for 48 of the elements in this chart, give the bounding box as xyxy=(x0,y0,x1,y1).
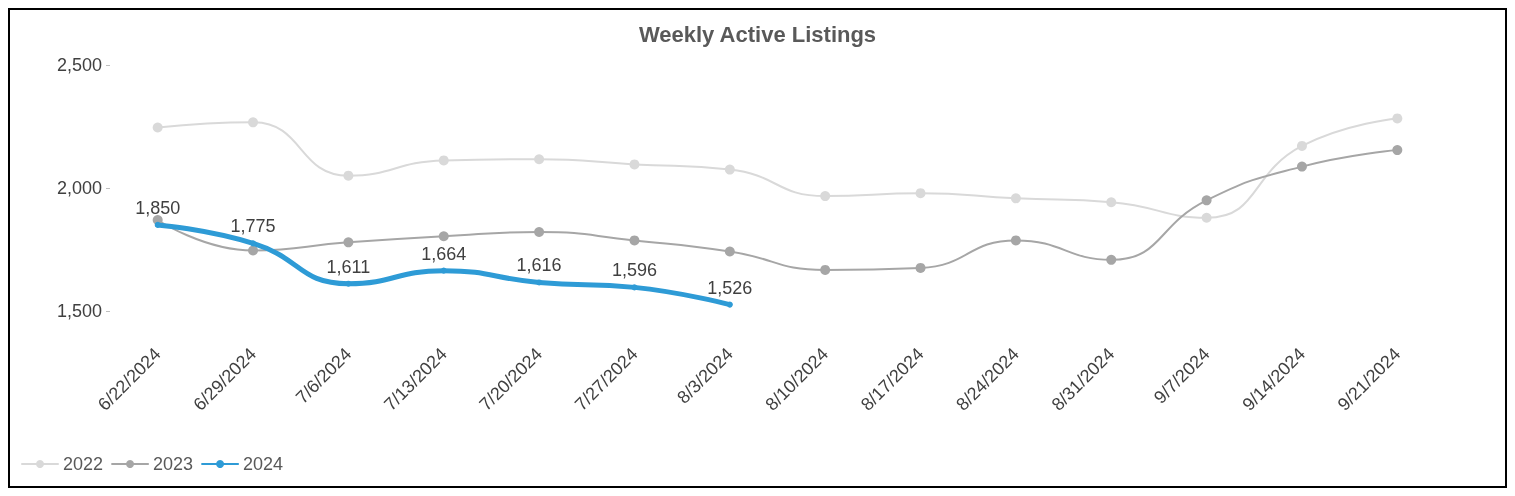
point xyxy=(915,188,926,199)
point xyxy=(343,170,354,181)
point xyxy=(915,262,926,273)
data-label: 1,775 xyxy=(230,216,276,237)
point xyxy=(248,245,259,256)
data-label: 1,616 xyxy=(516,255,562,276)
point xyxy=(534,227,545,238)
point xyxy=(440,267,447,274)
point xyxy=(820,191,831,202)
point xyxy=(724,246,735,257)
point xyxy=(1392,145,1403,156)
data-label: 1,596 xyxy=(611,260,657,281)
legend-label: 2023 xyxy=(153,454,194,474)
point xyxy=(629,235,640,246)
point xyxy=(1392,113,1403,124)
point xyxy=(1010,193,1021,204)
point xyxy=(343,237,354,248)
data-label: 1,664 xyxy=(421,243,467,264)
y-tick-label: 2,000 xyxy=(56,178,102,198)
point xyxy=(1296,161,1307,172)
point xyxy=(438,155,449,166)
data-label: 1,850 xyxy=(135,197,181,218)
point xyxy=(345,280,352,287)
point xyxy=(631,284,638,291)
point xyxy=(536,279,543,286)
point xyxy=(1010,235,1021,246)
y-tick-label: 2,500 xyxy=(56,55,102,75)
point xyxy=(534,154,545,165)
point xyxy=(820,264,831,275)
chart-title: Weekly Active Listings xyxy=(638,21,877,47)
data-label: 1,526 xyxy=(707,277,753,298)
point xyxy=(1106,254,1117,265)
point xyxy=(1296,140,1307,151)
point xyxy=(726,301,733,308)
point xyxy=(248,117,259,128)
legend-label: 2024 xyxy=(243,454,284,474)
point xyxy=(154,221,161,228)
data-label: 1,611 xyxy=(326,256,371,277)
point xyxy=(1201,195,1212,206)
point xyxy=(724,164,735,175)
point xyxy=(250,240,257,247)
point xyxy=(1106,197,1117,208)
y-tick-label: 1,500 xyxy=(56,301,102,321)
point xyxy=(438,231,449,242)
point xyxy=(1201,212,1212,223)
point xyxy=(629,159,640,170)
point xyxy=(152,122,163,133)
legend-label: 2022 xyxy=(63,454,104,474)
